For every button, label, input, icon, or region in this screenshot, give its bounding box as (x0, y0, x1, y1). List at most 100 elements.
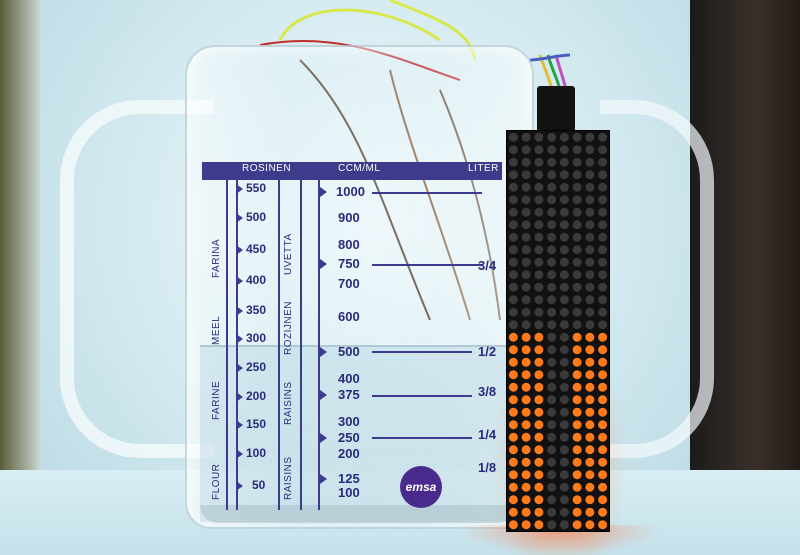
led-unlit (572, 320, 582, 330)
led-lit (598, 357, 608, 367)
led-unlit (508, 195, 518, 205)
led-unlit (598, 182, 608, 192)
led-lit (521, 432, 531, 442)
led-unlit (585, 157, 595, 167)
led-lit (598, 332, 608, 342)
led-unlit (508, 207, 518, 217)
led-lit (572, 332, 582, 342)
led-lit (534, 332, 544, 342)
led-unlit (547, 157, 557, 167)
led-unlit (559, 420, 569, 430)
led-unlit (521, 195, 531, 205)
led-unlit (508, 220, 518, 230)
matrix-connector (537, 86, 575, 132)
led-unlit (598, 232, 608, 242)
led-lit (508, 482, 518, 492)
led-lit (598, 520, 608, 530)
led-unlit (547, 220, 557, 230)
led-unlit (559, 170, 569, 180)
scale-marker (236, 276, 243, 286)
led-unlit (547, 495, 557, 505)
led-lit (534, 345, 544, 355)
led-lit (534, 407, 544, 417)
scale-marker (236, 184, 243, 194)
led-unlit (559, 495, 569, 505)
led-unlit (559, 220, 569, 230)
led-unlit (572, 170, 582, 180)
led-unlit (598, 170, 608, 180)
led-unlit (521, 257, 531, 267)
led-lit (521, 407, 531, 417)
led-lit (521, 457, 531, 467)
led-lit (534, 457, 544, 467)
led-lit (598, 407, 608, 417)
led-lit (508, 332, 518, 342)
water-fill (200, 345, 515, 522)
led-unlit (559, 520, 569, 530)
led-unlit (559, 232, 569, 242)
led-unlit (585, 232, 595, 242)
led-lit (585, 507, 595, 517)
led-matrix-grid (508, 132, 608, 530)
led-unlit (534, 157, 544, 167)
led-unlit (559, 307, 569, 317)
scale-marker (320, 187, 327, 197)
led-unlit (547, 345, 557, 355)
led-lit (508, 370, 518, 380)
rosinen-label: 450 (246, 242, 267, 256)
led-unlit (585, 170, 595, 180)
led-unlit (534, 220, 544, 230)
ml-label: 700 (338, 276, 360, 291)
led-unlit (547, 270, 557, 280)
led-unlit (598, 270, 608, 280)
liter-label: 1/8 (478, 460, 497, 475)
led-lit (598, 495, 608, 505)
led-lit (572, 370, 582, 380)
led-lit (508, 507, 518, 517)
led-unlit (534, 132, 544, 142)
scale-marker (320, 347, 327, 357)
led-unlit (508, 170, 518, 180)
led-lit (572, 520, 582, 530)
led-unlit (572, 157, 582, 167)
led-unlit (547, 407, 557, 417)
led-unlit (547, 282, 557, 292)
led-unlit (508, 270, 518, 280)
led-unlit (585, 207, 595, 217)
led-unlit (559, 407, 569, 417)
led-unlit (559, 195, 569, 205)
led-unlit (585, 132, 595, 142)
led-lit (598, 445, 608, 455)
led-unlit (598, 320, 608, 330)
led-unlit (572, 295, 582, 305)
led-lit (572, 495, 582, 505)
led-unlit (559, 457, 569, 467)
led-unlit (534, 270, 544, 280)
led-unlit (559, 157, 569, 167)
led-unlit (585, 295, 595, 305)
ml-label: 750 (338, 256, 360, 271)
ml-label: 500 (338, 344, 360, 359)
liter-label: 1/4 (478, 427, 497, 442)
background-left (0, 0, 40, 555)
led-unlit (547, 395, 557, 405)
led-lit (534, 420, 544, 430)
led-unlit (547, 295, 557, 305)
led-lit (508, 395, 518, 405)
led-unlit (585, 145, 595, 155)
label-farine: FARINE (211, 380, 222, 420)
led-lit (572, 457, 582, 467)
led-lit (534, 395, 544, 405)
led-unlit (534, 232, 544, 242)
ml-label: 800 (338, 237, 360, 252)
led-unlit (547, 445, 557, 455)
led-lit (534, 432, 544, 442)
scale-divider (300, 180, 302, 510)
liter-label: 3/8 (478, 384, 497, 399)
led-unlit (585, 257, 595, 267)
led-unlit (521, 157, 531, 167)
scale-marker (236, 334, 243, 344)
led-lit (572, 432, 582, 442)
ml-label: 1000 (336, 184, 365, 199)
